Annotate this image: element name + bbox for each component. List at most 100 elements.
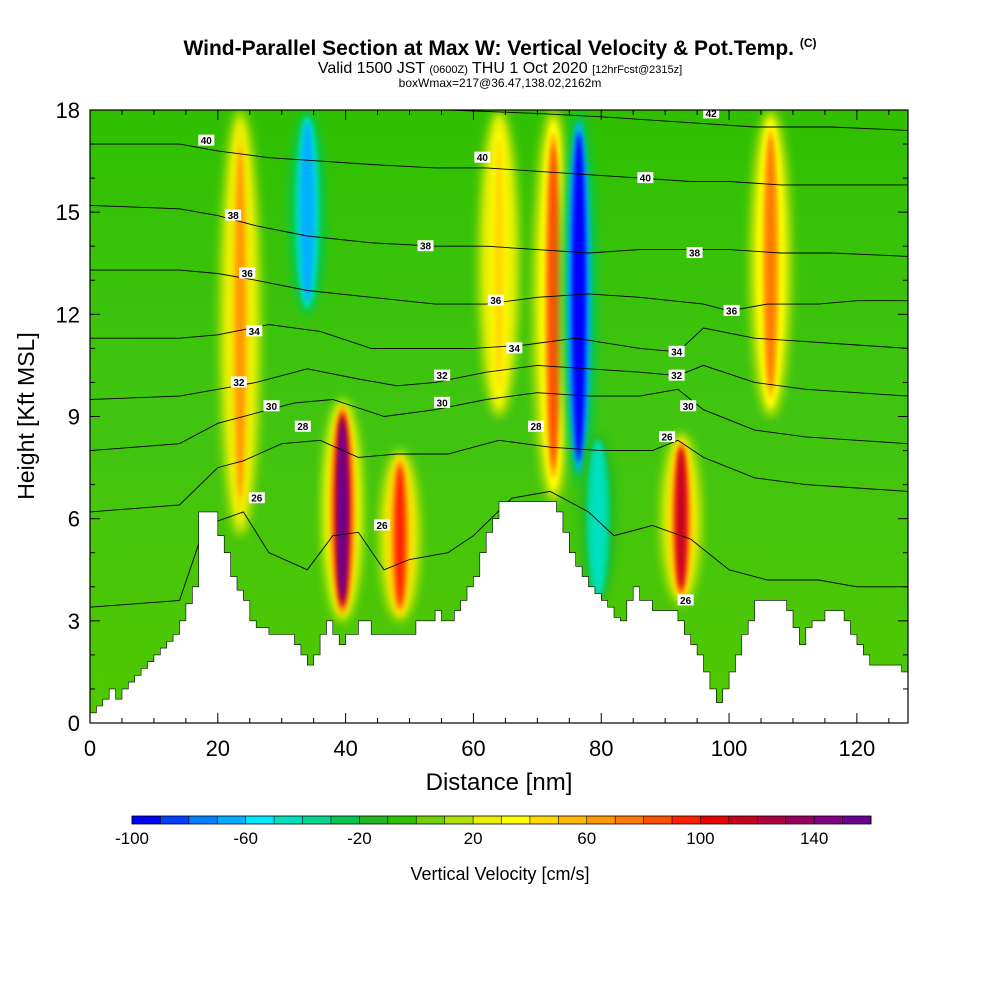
colorbar-swatch xyxy=(274,816,303,824)
colorbar-swatch xyxy=(387,816,417,824)
colorbar-swatch xyxy=(586,816,616,824)
svg-text:28: 28 xyxy=(297,422,309,433)
colorbar-swatch xyxy=(132,816,161,824)
svg-text:26: 26 xyxy=(662,432,674,443)
contour-label: 36 xyxy=(723,304,740,317)
isentrope-26 xyxy=(90,490,908,608)
colorbar-swatch xyxy=(245,816,275,824)
contour-label: 36 xyxy=(239,267,256,280)
x-tick-label: 40 xyxy=(333,736,357,761)
colorbar-swatch xyxy=(757,816,787,824)
contour-label: 32 xyxy=(230,376,247,389)
velocity-plume xyxy=(220,110,261,536)
colorbar-swatch xyxy=(643,816,673,824)
contour-label: 38 xyxy=(686,247,703,260)
colorbar-tick-label: 20 xyxy=(464,829,483,848)
isentrope-38 xyxy=(90,204,908,257)
svg-text:32: 32 xyxy=(671,371,683,382)
velocity-plume xyxy=(289,110,326,315)
velocity-plume xyxy=(322,399,363,621)
contour-label: 26 xyxy=(677,594,694,607)
contour-label: 34 xyxy=(506,342,523,355)
svg-text:26: 26 xyxy=(251,494,263,505)
svg-text:34: 34 xyxy=(671,347,683,358)
svg-text:34: 34 xyxy=(249,327,261,338)
svg-text:30: 30 xyxy=(266,402,278,413)
y-axis-label: Height [Kft MSL] xyxy=(13,332,39,499)
contour-label: 38 xyxy=(417,240,434,253)
colorbar-swatch xyxy=(700,816,730,824)
colorbar-swatch xyxy=(501,816,531,824)
velocity-plume xyxy=(750,110,791,417)
colorbar-swatch xyxy=(444,816,474,824)
velocity-plume xyxy=(580,433,617,604)
contour-label: 34 xyxy=(668,345,685,358)
isentrope-32 xyxy=(90,364,908,400)
x-tick-label: 20 xyxy=(206,736,230,761)
svg-text:38: 38 xyxy=(228,211,240,222)
colorbar-tick-label: -60 xyxy=(233,829,258,848)
svg-text:30: 30 xyxy=(437,398,449,409)
colorbar-tick-label: 60 xyxy=(577,829,596,848)
colorbar-swatch xyxy=(473,816,502,824)
x-tick-label: 120 xyxy=(839,736,876,761)
svg-text:40: 40 xyxy=(201,136,213,147)
y-tick-label: 18 xyxy=(56,98,80,123)
velocity-plume xyxy=(533,110,574,502)
colorbar-swatch xyxy=(160,816,190,824)
svg-text:26: 26 xyxy=(680,596,692,607)
colorbar-swatch xyxy=(615,816,644,824)
colorbar-swatch xyxy=(302,816,332,824)
colorbar-tick-label: -100 xyxy=(115,829,149,848)
svg-text:32: 32 xyxy=(437,371,449,382)
svg-text:26: 26 xyxy=(376,521,388,532)
colorbar-swatch xyxy=(217,816,246,824)
colorbar-tick-label: -20 xyxy=(347,829,372,848)
svg-text:42: 42 xyxy=(706,109,718,120)
contour-label: 30 xyxy=(434,396,451,409)
x-axis-label: Distance [nm] xyxy=(426,769,573,796)
contour-label: 26 xyxy=(248,492,265,505)
contour-label: 42 xyxy=(703,109,720,120)
velocity-plume xyxy=(479,110,519,417)
svg-text:36: 36 xyxy=(242,269,254,280)
velocity-plume xyxy=(560,110,597,485)
contour-label: 40 xyxy=(198,134,215,147)
isentrope-40 xyxy=(90,143,908,186)
contour-label: 30 xyxy=(263,400,280,413)
colorbar-tick-label: 140 xyxy=(800,829,828,848)
x-tick-label: 60 xyxy=(461,736,485,761)
svg-text:34: 34 xyxy=(509,344,521,355)
contour-label: 32 xyxy=(434,369,451,382)
svg-text:40: 40 xyxy=(640,174,652,185)
isentrope-28 xyxy=(90,439,908,513)
svg-text:38: 38 xyxy=(420,242,432,253)
y-tick-label: 9 xyxy=(68,405,80,430)
isentrope-42 xyxy=(447,110,908,131)
svg-text:36: 36 xyxy=(490,296,502,307)
colorbar-swatch xyxy=(558,816,588,824)
contour-label: 38 xyxy=(225,209,242,222)
terrain-mask xyxy=(90,501,908,723)
svg-text:36: 36 xyxy=(726,306,738,317)
colorbar-swatch xyxy=(359,816,389,824)
colorbar-tick-label: 100 xyxy=(686,829,714,848)
colorbar-swatch xyxy=(672,816,701,824)
contour-label: 40 xyxy=(474,151,491,164)
contour-label: 34 xyxy=(246,325,263,338)
svg-text:28: 28 xyxy=(531,422,543,433)
colorbar-swatch xyxy=(188,816,218,824)
chart-subtitle-2: boxWmax=217@36.47,138.02,2162m xyxy=(398,76,602,90)
colorbar-swatch xyxy=(814,816,843,824)
contour-label: 28 xyxy=(528,420,545,433)
velocity-plume xyxy=(379,450,420,621)
colorbar-swatch xyxy=(785,816,815,824)
colorbar-swatch xyxy=(728,816,758,824)
x-tick-label: 80 xyxy=(589,736,613,761)
contour-label: 26 xyxy=(659,430,676,443)
contour-label: 36 xyxy=(487,294,504,307)
y-tick-label: 12 xyxy=(56,302,80,327)
velocity-plume xyxy=(661,433,702,604)
x-tick-label: 0 xyxy=(84,736,96,761)
